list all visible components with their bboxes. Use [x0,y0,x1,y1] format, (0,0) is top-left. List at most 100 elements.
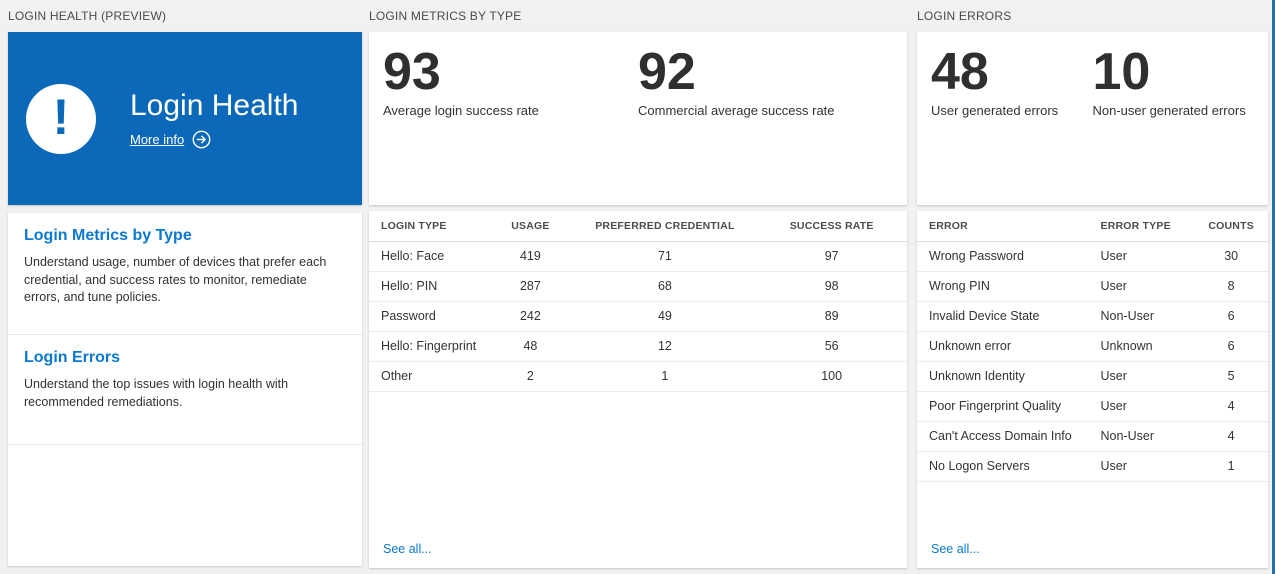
section-title-login-errors: LOGIN ERRORS [917,9,1012,23]
stat-user-errors: 48 User generated errors [931,45,1093,205]
table-cell: Invalid Device State [917,301,1100,332]
table-cell: User [1099,361,1195,392]
table-cell: Unknown Identity [917,361,1100,392]
table-row: Hello: Fingerprint 48 12 56 [369,331,907,362]
table-row: Wrong Password User 30 [917,241,1268,272]
stat-value: 10 [1092,43,1151,101]
column-login-errors: LOGIN ERRORS 48 User generated errors 10… [917,0,1268,568]
stat-value: 92 [638,43,696,101]
table-cell: Unknown [1099,331,1195,362]
table-row: Hello: Face 419 71 97 [369,241,907,272]
column-header: SUCCESS RATE [756,211,907,242]
column-login-health: LOGIN HEALTH (PREVIEW) ! Login Health Mo… [8,0,362,566]
table-cell: No Logon Servers [917,451,1100,482]
info-card-filler [8,445,362,566]
table-cell: 56 [756,331,907,362]
metrics-stats-card: 93 Average login success rate 92 Commerc… [369,32,907,205]
table-cell: Hello: PIN [369,271,488,302]
column-header: USAGE [487,211,574,242]
stat-average-success: 93 Average login success rate [383,43,638,205]
table-row: Wrong PIN User 8 [917,271,1268,302]
arrow-right-circle-icon [192,130,211,148]
login-metrics-table: LOGIN TYPE USAGE PREFERRED CREDENTIAL SUCCE… [369,211,907,392]
exclamation-glyph: ! [52,88,70,145]
table-cell: 4 [1194,421,1268,452]
login-health-tile[interactable]: ! Login Health More info [8,32,362,205]
table-cell: 71 [573,241,757,272]
info-section-login-errors[interactable]: Login Errors Understand the top issues w… [8,335,362,445]
table-cell: Hello: Face [369,241,488,272]
table-cell: Non-User [1099,421,1195,452]
section-description-login-metrics: Understand usage, number of devices that… [24,255,327,304]
column-login-metrics: LOGIN METRICS BY TYPE 93 Average login s… [369,0,907,568]
errors-stats-card: 48 User generated errors 10 Non-user gen… [917,32,1268,205]
stat-label: Non-user generated errors [1092,103,1246,119]
section-description-login-errors: Understand the top issues with login hea… [24,377,289,409]
table-cell: 6 [1194,331,1268,362]
metrics-table-card: LOGIN TYPE USAGE PREFERRED CREDENTIAL SUCCE… [369,211,907,568]
more-info-label: More info [130,131,185,147]
see-all-link[interactable]: See all... [931,542,980,556]
table-cell: Hello: Fingerprint [369,331,488,362]
column-header: ERROR TYPE [1099,211,1195,242]
section-title-login-health: LOGIN HEALTH (PREVIEW) [8,9,167,23]
table-cell: 97 [756,241,907,272]
table-cell: 100 [756,361,907,392]
table-cell: User [1099,241,1195,272]
more-info-link[interactable]: More info [130,130,298,149]
table-row: No Logon Servers User 1 [917,451,1268,482]
table-cell: User [1099,271,1195,302]
column-header: COUNTS [1194,211,1268,242]
table-cell: Password [369,301,488,332]
tile-body: Login Health More info [130,89,298,149]
info-section-login-metrics[interactable]: Login Metrics by Type Understand usage, … [8,213,362,335]
section-title-login-metrics: LOGIN METRICS BY TYPE [369,9,522,23]
table-row: Hello: PIN 287 68 98 [369,271,907,302]
section-heading-login-errors: Login Errors [24,349,121,366]
stat-value: 93 [383,43,441,101]
stat-label: User generated errors [931,103,1059,119]
stat-label: Average login success rate [383,103,539,119]
table-cell: 4 [1194,391,1268,422]
section-heading-login-metrics: Login Metrics by Type [24,227,192,244]
column-header: PREFERRED CREDENTIAL [573,211,757,242]
table-cell: 2 [487,361,574,392]
table-cell: Unknown error [917,331,1100,362]
table-cell: 5 [1194,361,1268,392]
column-header: ERROR [917,211,1100,242]
table-cell: 98 [756,271,907,302]
table-row: Invalid Device State Non-User 6 [917,301,1268,332]
table-cell: Other [369,361,488,392]
table-cell: 89 [756,301,907,332]
errors-table-card: ERROR ERROR TYPE COUNTS Wrong Password User 3… [917,211,1268,568]
table-cell: Poor Fingerprint Quality [917,391,1100,422]
table-cell: 12 [573,331,757,362]
see-all-link[interactable]: See all... [383,542,432,556]
window-edge-accent [1272,0,1275,574]
table-cell: 8 [1194,271,1268,302]
table-cell: 287 [487,271,574,302]
table-cell: 6 [1194,301,1268,332]
table-cell: 30 [1194,241,1268,272]
table-header-row: ERROR ERROR TYPE COUNTS [917,211,1268,242]
table-row: Other 2 1 100 [369,361,907,392]
tile-title: Login Health [130,88,299,122]
table-cell: Non-User [1099,301,1195,332]
table-row: Can't Access Domain Info Non-User 4 [917,421,1268,452]
table-cell: User [1099,391,1195,422]
table-cell: 1 [1194,451,1268,482]
table-cell: 1 [573,361,757,392]
table-cell: 242 [487,301,574,332]
table-cell: 68 [573,271,757,302]
stat-label: Commercial average success rate [638,103,835,119]
table-cell: 48 [487,331,574,362]
table-cell: 419 [487,241,574,272]
table-cell: Wrong Password [917,241,1100,272]
login-errors-table: ERROR ERROR TYPE COUNTS Wrong Password User 3… [917,211,1268,482]
info-card: Login Metrics by Type Understand usage, … [8,213,362,566]
exclamation-icon: ! [26,83,96,154]
column-header: LOGIN TYPE [369,211,488,242]
table-row: Unknown error Unknown 6 [917,331,1268,362]
table-cell: 49 [573,301,757,332]
table-cell: Wrong PIN [917,271,1100,302]
